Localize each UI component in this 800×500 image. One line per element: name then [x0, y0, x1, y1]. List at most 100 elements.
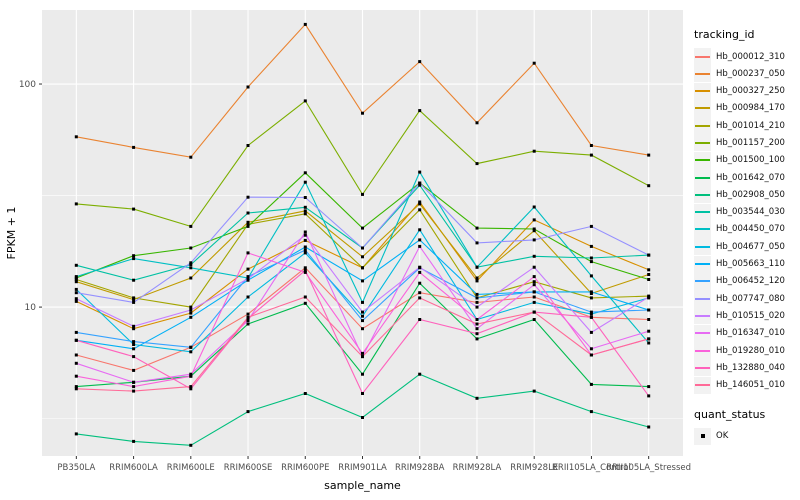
legend-line-icon — [695, 211, 710, 214]
data-point-Hb_010515_020 — [189, 308, 193, 312]
data-point-Hb_001014_210 — [132, 296, 136, 300]
legend-item-label: Hb_006452_120 — [716, 276, 785, 287]
legend-item-label: Hb_001014_210 — [716, 120, 785, 131]
data-point-Hb_016347_010 — [532, 283, 536, 287]
data-point-Hb_001157_200 — [475, 162, 479, 166]
data-point-Hb_000327_250 — [246, 267, 250, 271]
legend-key-swatch — [694, 203, 711, 221]
legend-line-icon — [695, 263, 710, 266]
data-point-Hb_010515_020 — [246, 277, 250, 281]
legend-item-ok: OK — [694, 427, 800, 445]
legend-line-icon — [695, 297, 710, 300]
data-point-Hb_001642_070 — [475, 337, 479, 341]
data-point-Hb_016347_010 — [475, 327, 479, 331]
data-point-Hb_146051_010 — [246, 315, 250, 319]
legend-key-swatch — [694, 376, 711, 394]
data-point-Hb_007747_080 — [361, 246, 364, 250]
legend-line-icon — [695, 141, 710, 144]
data-point-Hb_000237_050 — [475, 121, 479, 125]
legend-line-icon — [695, 159, 710, 162]
data-point-Hb_000012_310 — [532, 295, 536, 299]
data-point-Hb_004677_050 — [189, 350, 193, 354]
legend-key-swatch — [694, 255, 711, 273]
data-point-Hb_003544_030 — [418, 183, 422, 187]
data-point-Hb_005663_110 — [418, 238, 422, 242]
data-point-Hb_000984_170 — [475, 276, 479, 280]
legend-item-label: Hb_002908_050 — [716, 189, 785, 200]
legend-item-Hb_001642_070: Hb_001642_070 — [694, 169, 800, 187]
x-axis-title: sample_name — [324, 479, 401, 492]
data-point-Hb_004450_070 — [132, 257, 136, 261]
data-point-Hb_007747_080 — [189, 261, 193, 265]
legend-item-label: Hb_132880_040 — [716, 362, 785, 373]
legend-item-label: Hb_019280_010 — [716, 345, 785, 356]
data-point-Hb_001642_070 — [303, 301, 307, 305]
legend-line-icon — [695, 72, 710, 75]
x-tick-label: RRII105LA_Stressed — [606, 463, 691, 473]
legend-key-swatch — [694, 342, 711, 360]
legend-line-icon — [695, 107, 710, 110]
data-point-Hb_003544_030 — [132, 278, 136, 282]
data-point-Hb_016347_010 — [589, 347, 593, 351]
data-point-Hb_146051_010 — [361, 355, 364, 359]
x-tick-label: RRIM600SE — [224, 463, 273, 473]
chart-legend: tracking_id Hb_000012_310 Hb_000237_050 Hb… — [694, 28, 800, 445]
data-point-Hb_146051_010 — [303, 295, 307, 299]
data-point-Hb_016347_010 — [246, 319, 250, 323]
data-point-Hb_001500_100 — [132, 254, 136, 258]
data-point-Hb_132880_040 — [132, 355, 136, 359]
x-tick-label: RRIM928BA — [395, 463, 445, 473]
data-point-Hb_006452_120 — [303, 248, 307, 252]
data-point-Hb_132880_040 — [589, 315, 593, 319]
legend-item-Hb_007747_080: Hb_007747_080 — [694, 290, 800, 308]
data-point-Hb_003544_030 — [74, 263, 78, 267]
data-point-Hb_001157_200 — [361, 192, 364, 196]
data-point-Hb_019280_010 — [418, 270, 422, 274]
data-point-Hb_000012_310 — [647, 318, 651, 321]
data-point-Hb_001642_070 — [532, 318, 536, 321]
data-point-Hb_001642_070 — [647, 385, 651, 389]
legend-key-swatch — [694, 134, 711, 152]
legend-key-swatch — [694, 48, 711, 65]
data-point-Hb_019280_010 — [532, 275, 536, 279]
data-point-Hb_004677_050 — [532, 300, 536, 304]
data-point-Hb_004677_050 — [74, 287, 78, 291]
data-point-Hb_001157_200 — [246, 144, 250, 147]
data-point-Hb_004450_070 — [189, 266, 193, 270]
legend-item-Hb_001014_210: Hb_001014_210 — [694, 117, 800, 135]
data-point-Hb_016347_010 — [303, 230, 307, 234]
x-tick-label: PB350LA — [57, 463, 95, 473]
data-point-Hb_002908_050 — [189, 443, 193, 447]
x-tick-label: RRIM928LE — [510, 463, 558, 473]
legend-key-swatch — [694, 99, 711, 117]
data-point-Hb_001500_100 — [475, 226, 479, 230]
data-point-Hb_000012_310 — [246, 312, 250, 316]
data-point-Hb_146051_010 — [132, 389, 136, 393]
legend-key-swatch — [694, 290, 711, 308]
legend-item-label: Hb_001500_100 — [716, 155, 785, 166]
data-point-Hb_004677_050 — [246, 295, 250, 299]
data-point-Hb_006452_120 — [189, 345, 193, 349]
legend-item-Hb_004450_070: Hb_004450_070 — [694, 220, 800, 238]
data-point-Hb_002908_050 — [361, 416, 364, 419]
data-point-Hb_016347_010 — [132, 380, 136, 384]
data-point-Hb_000237_050 — [246, 85, 250, 89]
legend-item-label: Hb_004677_050 — [716, 241, 785, 252]
quant-status-legend: quant_status OK — [694, 408, 800, 445]
data-point-Hb_007747_080 — [246, 195, 250, 199]
data-point-Hb_132880_040 — [74, 338, 78, 342]
data-point-Hb_007747_080 — [475, 241, 479, 245]
legend-key-swatch — [694, 324, 711, 342]
data-point-Hb_001014_210 — [532, 280, 536, 284]
data-point-Hb_006452_120 — [475, 296, 479, 300]
data-point-Hb_132880_040 — [189, 387, 193, 391]
data-point-Hb_146051_010 — [189, 385, 193, 389]
data-point-Hb_000984_170 — [303, 209, 307, 213]
data-point-Hb_132880_040 — [475, 332, 479, 336]
data-point-Hb_001157_200 — [532, 149, 536, 153]
data-point-Hb_001014_210 — [589, 296, 593, 300]
data-point-Hb_000327_250 — [189, 311, 193, 315]
data-point-Hb_007747_080 — [532, 238, 536, 242]
data-point-Hb_000327_250 — [475, 279, 479, 283]
data-point-Hb_000984_170 — [532, 229, 536, 233]
